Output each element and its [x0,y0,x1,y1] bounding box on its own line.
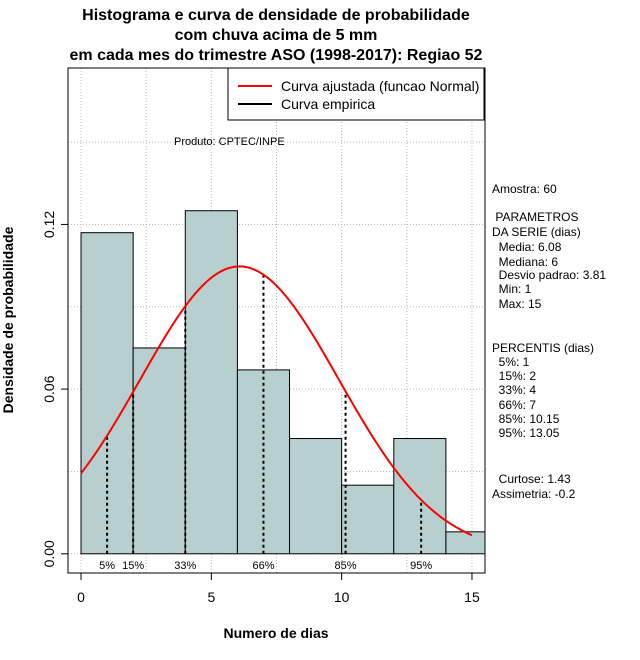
stat-param-title-1: PARAMETROS [492,210,579,224]
stat-percentiles-title: PERCENTIS (dias) [492,341,595,355]
percentile-label-0: 5% [99,560,115,572]
grid-lines [68,68,485,573]
stat-skewness: Assimetria: -0.2 [492,487,576,501]
y-tick-label-2: 0.12 [41,211,57,238]
percentile-label-5: 95% [410,560,432,572]
stat-param-title-2: DA SERIE (dias) [492,225,581,239]
stat-p15: 15%: 2 [492,369,537,383]
y-tick-label-0: 0.00 [41,540,57,567]
stat-p5: 5%: 1 [492,355,530,369]
y-tick-label-1: 0.06 [41,375,57,402]
y-axis: 0.00 0.06 0.12 [41,211,69,567]
histogram-bar-5 [341,484,395,555]
percentile-label-3: 66% [252,560,274,572]
x-axis-title: Numero de dias [223,625,328,641]
stat-p33: 33%: 4 [492,383,537,397]
normal-fit-curve [80,265,473,537]
stat-stddev: Desvio padrao: 3.81 [492,268,607,282]
legend-box [227,67,485,121]
legend: Curva ajustada (funcao Normal) Curva emp… [227,67,485,121]
percentile-lines: 5% 15% 33% 66% 85% 95% [99,274,432,572]
chart-title-line-2: com chuva acima de 5 mm [175,27,378,44]
stat-p66: 66%: 7 [492,398,537,412]
percentile-label-2: 33% [174,560,196,572]
product-annotation: Produto: CPTEC/INPE [174,136,285,148]
x-tick-label-0: 0 [77,589,85,605]
stat-p85: 85%: 10.15 [492,412,560,426]
histogram-bar-6 [393,438,447,555]
y-axis-title: Densidade de probabilidade [0,226,16,413]
stat-p95: 95%: 13.05 [492,426,560,440]
legend-label-normal: Curva ajustada (funcao Normal) [281,78,479,94]
chart-title-line-1: Histograma e curva de densidade de proba… [82,7,470,24]
legend-label-empirical: Curva empirica [281,96,375,112]
histogram-bar-7 [445,531,486,555]
x-axis: 0 5 10 15 [77,572,480,605]
percentile-label-1: 15% [122,560,144,572]
percentile-label-4: 85% [335,560,357,572]
x-tick-label-3: 15 [464,589,480,605]
histogram-bar-1 [132,347,186,555]
stat-min: Min: 1 [492,282,532,296]
stat-sample-size: Amostra: 60 [492,182,557,196]
histogram-bar-4 [289,438,343,555]
stat-median: Mediana: 6 [492,255,559,269]
chart-title-line-3: em cada mes do trimestre ASO (1998-2017)… [70,47,483,64]
stat-max: Max: 15 [492,297,542,311]
histogram-bar-2 [184,210,238,555]
x-tick-label-1: 5 [207,589,215,605]
stat-kurtosis: Curtose: 1.43 [492,472,571,486]
stat-mean: Media: 6.08 [492,240,562,254]
x-tick-label-2: 10 [334,589,350,605]
